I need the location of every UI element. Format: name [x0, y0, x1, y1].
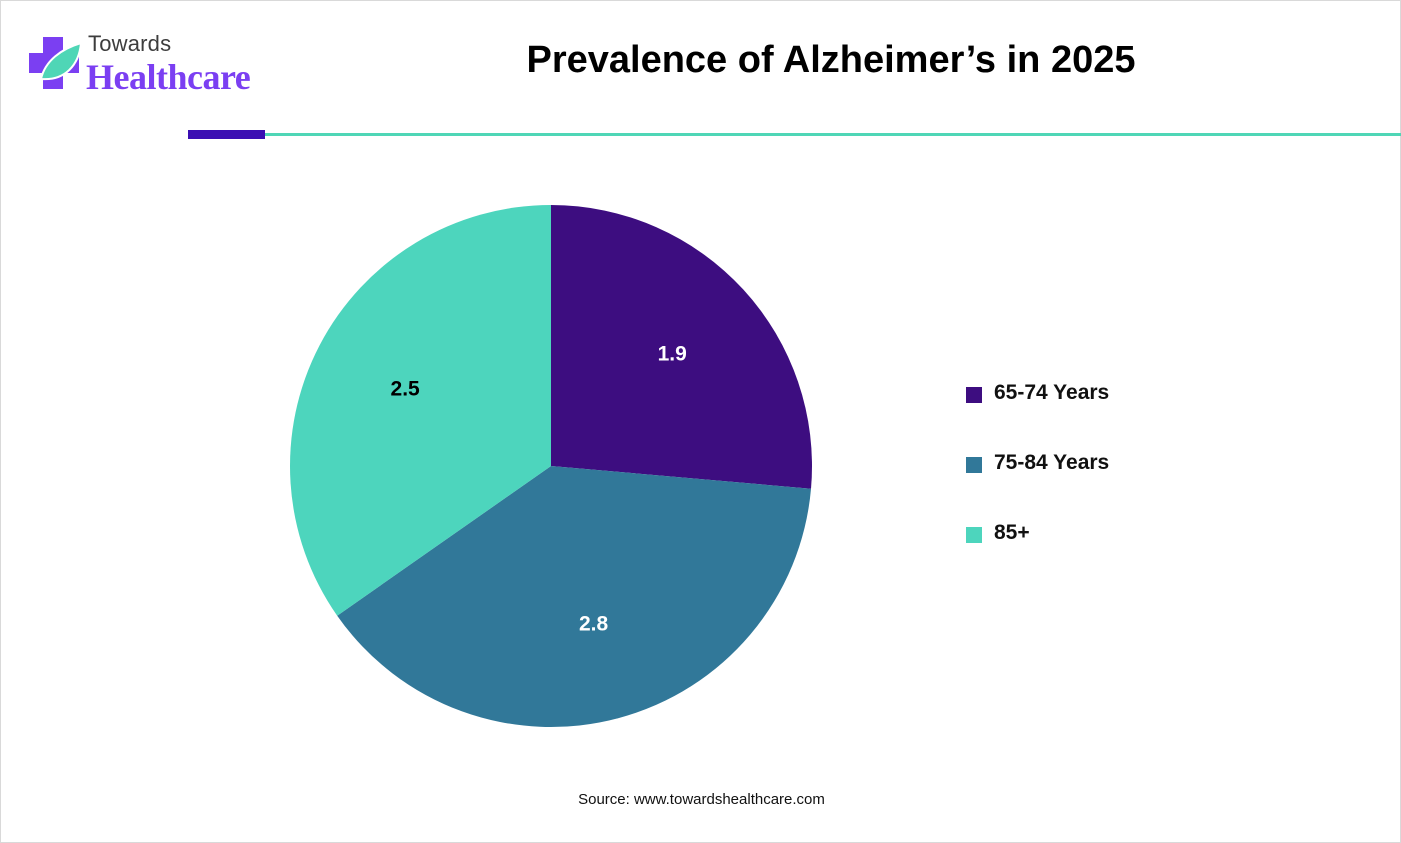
legend-label: 75-84 Years [994, 451, 1110, 474]
title-underline [265, 133, 1401, 136]
legend-swatch [966, 387, 982, 403]
brand-logo: Towards Healthcare [27, 31, 267, 101]
legend-label: 85+ [994, 521, 1030, 544]
pie-slice-2 [337, 466, 812, 727]
brand-name-main: Healthcare [86, 57, 251, 97]
brand-name-top: Towards [88, 31, 172, 56]
pie-data-label-2: 2.8 [579, 612, 609, 635]
pie-data-label-1: 1.9 [658, 342, 687, 365]
pie-data-label-3: 2.5 [391, 378, 421, 401]
legend-label: 65-74 Years [994, 381, 1110, 404]
legend-swatch [966, 527, 982, 543]
chart-title: Prevalence of Alzheimer’s in 2025 [526, 39, 1136, 81]
pie-slice-3 [290, 205, 551, 616]
pie-slice-1 [551, 205, 813, 489]
title-underline-accent [188, 130, 265, 139]
source-note: Source: www.towardshealthcare.com [578, 791, 825, 808]
medical-cross-leaf-icon [29, 37, 83, 89]
legend-swatch [966, 457, 982, 473]
